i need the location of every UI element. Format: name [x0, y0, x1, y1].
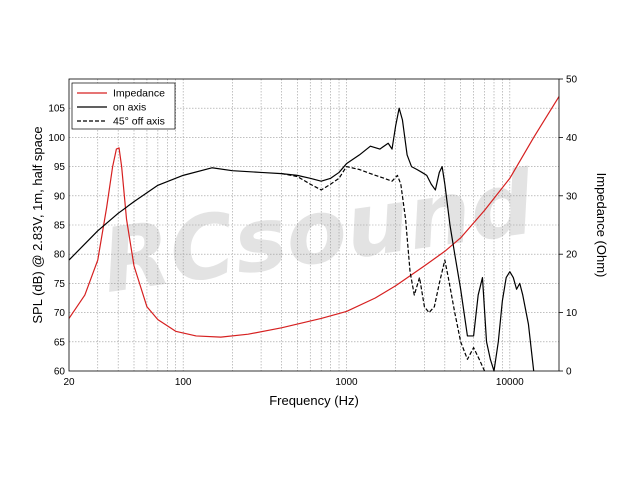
series-line-1 [68, 107, 535, 372]
x-tick-label: 20 [63, 377, 75, 388]
legend-label-0: Impedance [113, 88, 165, 100]
legend: Impedance on axis 45° off axis [71, 82, 176, 130]
y-tick-label: 80 [54, 250, 66, 261]
y2-tick-label: 0 [566, 367, 572, 378]
y-tick-label: 60 [54, 367, 66, 378]
x-tick-label: 10000 [496, 377, 524, 388]
y-tick-label: 90 [54, 191, 66, 202]
y-tick-label: 105 [48, 104, 65, 115]
y-axis-label: SPL (dB) @ 2.83V, 1m, half space [30, 126, 45, 323]
y-tick-label: 70 [54, 308, 66, 319]
y2-tick-label: 40 [566, 133, 578, 144]
y2-tick-label: 50 [566, 75, 578, 86]
watermark-layer: RCsound [96, 150, 541, 312]
watermark-text: RCsound [96, 150, 541, 312]
y-tick-label: 75 [54, 279, 66, 290]
y2-tick-label: 30 [566, 191, 578, 202]
y-tick-label: 95 [54, 162, 66, 173]
legend-label-1: on axis [113, 102, 146, 114]
x-tick-label: 100 [175, 377, 192, 388]
tick-layer: 20 100 1000 10000 60 65 70 75 80 85 90 95 100 105 0 10 2… [48, 75, 577, 389]
x-axis-label: Frequency (Hz) [269, 393, 359, 408]
plot-frame [68, 78, 560, 372]
x-tick-label: 1000 [335, 377, 358, 388]
series-line-2 [281, 166, 486, 372]
y-tick-label: 100 [48, 133, 65, 144]
y-tick-label: 85 [54, 221, 66, 232]
y-tick-label: 65 [54, 337, 66, 348]
y2-tick-label: 10 [566, 308, 578, 319]
y2-axis-label: Impedance (Ohm) [594, 173, 609, 278]
legend-label-2: 45° off axis [113, 116, 165, 128]
y2-tick-label: 20 [566, 250, 578, 261]
curve-layer [68, 96, 560, 372]
